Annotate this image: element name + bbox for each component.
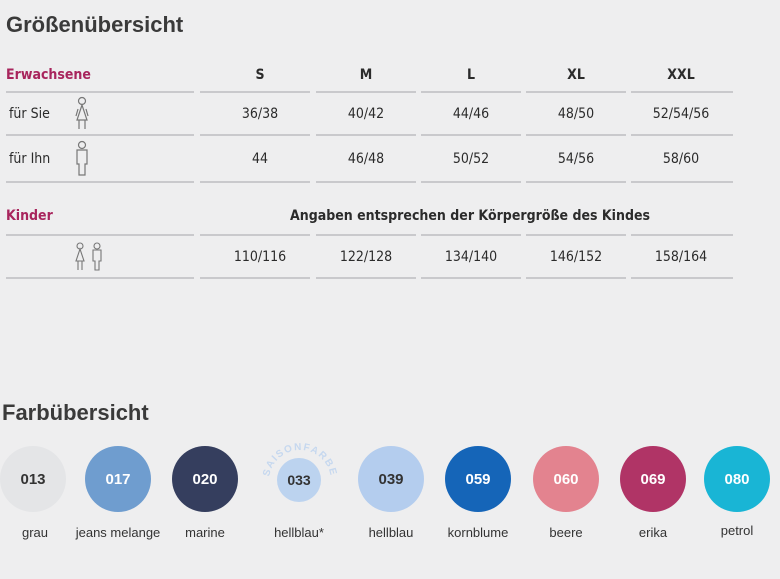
color-code: 060 — [553, 470, 579, 488]
men-size-m: 46/48 — [347, 151, 385, 167]
divider — [421, 234, 521, 236]
kids-figure-icon — [75, 242, 102, 271]
divider — [200, 234, 310, 236]
women-size-l: 44/46 — [452, 106, 490, 122]
color-name: marine — [185, 525, 225, 540]
men-size-l: 50/52 — [452, 151, 490, 167]
color-swatch-marine: 020 — [172, 446, 238, 512]
color-name: grau — [21, 525, 49, 540]
divider — [6, 277, 194, 279]
size-header-m: M — [359, 67, 373, 83]
color-chart-title: Farbübersicht — [2, 400, 149, 425]
divider — [6, 91, 194, 93]
color-swatch-petrol: 080 — [704, 446, 770, 512]
divider — [526, 134, 626, 136]
men-size-xl: 54/56 — [557, 151, 595, 167]
divider — [200, 181, 310, 183]
color-name: kornblume — [447, 525, 509, 540]
divider — [316, 134, 416, 136]
color-code: 059 — [465, 470, 491, 488]
color-name: petrol — [720, 523, 754, 538]
divider — [631, 181, 733, 183]
divider — [6, 134, 194, 136]
color-name: hellblau* — [274, 525, 324, 540]
kids-size-2: 122/128 — [339, 249, 393, 265]
size-chart-title: Größenübersicht — [6, 12, 184, 37]
row-label-women: für Sie — [9, 106, 50, 122]
divider — [200, 91, 310, 93]
kids-section-label: Kinder — [6, 208, 53, 224]
divider — [200, 277, 310, 279]
divider — [526, 181, 626, 183]
divider — [6, 181, 194, 183]
size-header-l: L — [466, 67, 476, 83]
women-size-s: 36/38 — [241, 106, 279, 122]
divider — [526, 91, 626, 93]
color-code: 069 — [640, 470, 666, 488]
adults-section-label: Erwachsene — [6, 67, 91, 83]
kids-note: Angaben entsprechen der Körpergröße des … — [289, 208, 650, 224]
color-swatch-kornblume: 059 — [445, 446, 511, 512]
row-label-men: für Ihn — [9, 151, 51, 167]
color-code: 033 — [287, 472, 311, 488]
color-code: 080 — [724, 470, 750, 488]
color-name: erika — [638, 525, 668, 540]
divider — [631, 134, 733, 136]
color-swatch-erika: 069 — [620, 446, 686, 512]
color-swatch-hellblau-seasonal: 033 — [277, 458, 321, 502]
divider — [316, 234, 416, 236]
kids-size-3: 134/140 — [444, 249, 498, 265]
female-figure-icon — [75, 96, 89, 129]
divider — [316, 181, 416, 183]
divider — [421, 277, 521, 279]
divider — [526, 234, 626, 236]
divider — [421, 91, 521, 93]
color-name: jeans melange — [75, 525, 161, 540]
male-figure-icon — [76, 140, 88, 176]
color-name: hellblau — [368, 525, 414, 540]
divider — [421, 181, 521, 183]
men-size-s: 44 — [251, 151, 269, 167]
size-header-xxl: XXL — [667, 67, 695, 83]
color-name: beere — [549, 525, 583, 540]
color-code: 013 — [20, 470, 46, 488]
divider — [631, 277, 733, 279]
color-code: 020 — [192, 470, 218, 488]
men-size-xxl: 58/60 — [662, 151, 700, 167]
color-code: 017 — [105, 470, 131, 488]
color-swatch-grau: 013 — [0, 446, 66, 512]
divider — [316, 277, 416, 279]
divider — [631, 91, 733, 93]
divider — [421, 134, 521, 136]
color-swatch-beere: 060 — [533, 446, 599, 512]
kids-size-4: 146/152 — [549, 249, 603, 265]
women-size-xxl: 52/54/56 — [652, 106, 710, 122]
women-size-xl: 48/50 — [557, 106, 595, 122]
color-code: 039 — [378, 470, 404, 488]
women-size-m: 40/42 — [347, 106, 385, 122]
color-swatch-hellblau: 039 — [358, 446, 424, 512]
divider — [6, 234, 194, 236]
divider — [526, 277, 626, 279]
size-header-xl: XL — [567, 67, 585, 83]
divider — [631, 234, 733, 236]
divider — [316, 91, 416, 93]
color-swatch-jeans-melange: 017 — [85, 446, 151, 512]
size-header-s: S — [255, 67, 265, 83]
divider — [200, 134, 310, 136]
kids-size-5: 158/164 — [654, 249, 708, 265]
kids-size-1: 110/116 — [233, 249, 287, 265]
